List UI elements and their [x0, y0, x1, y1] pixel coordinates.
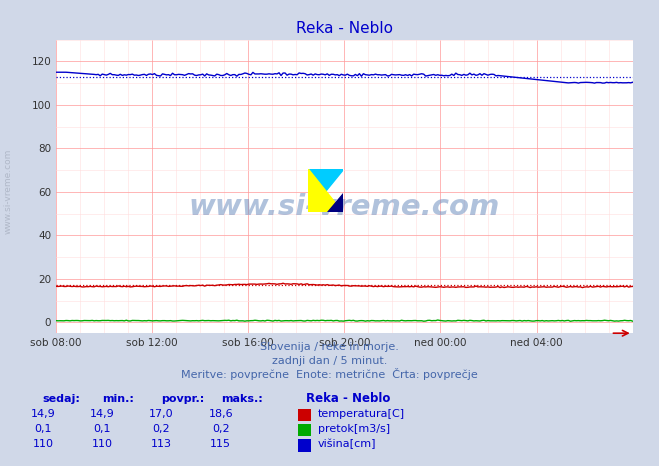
Text: sedaj:: sedaj:: [43, 394, 80, 404]
Text: povpr.:: povpr.:: [161, 394, 205, 404]
Text: maks.:: maks.:: [221, 394, 262, 404]
Text: 115: 115: [210, 439, 231, 449]
Text: min.:: min.:: [102, 394, 134, 404]
Text: 113: 113: [151, 439, 172, 449]
Text: 0,1: 0,1: [34, 424, 51, 434]
Text: temperatura[C]: temperatura[C]: [318, 409, 405, 419]
Text: 0,2: 0,2: [153, 424, 170, 434]
Text: 14,9: 14,9: [30, 409, 55, 419]
Polygon shape: [308, 169, 343, 212]
Text: višina[cm]: višina[cm]: [318, 439, 376, 449]
Polygon shape: [328, 193, 343, 212]
Polygon shape: [308, 169, 343, 212]
Text: 14,9: 14,9: [90, 409, 115, 419]
Text: www.si-vreme.com: www.si-vreme.com: [188, 193, 500, 221]
Text: pretok[m3/s]: pretok[m3/s]: [318, 424, 389, 434]
Text: 17,0: 17,0: [149, 409, 174, 419]
Text: zadnji dan / 5 minut.: zadnji dan / 5 minut.: [272, 356, 387, 366]
Text: Slovenija / reke in morje.: Slovenija / reke in morje.: [260, 343, 399, 352]
Text: Meritve: povprečne  Enote: metrične  Črta: povprečje: Meritve: povprečne Enote: metrične Črta:…: [181, 369, 478, 380]
Text: www.si-vreme.com: www.si-vreme.com: [4, 148, 13, 234]
Text: 0,2: 0,2: [212, 424, 229, 434]
Title: Reka - Neblo: Reka - Neblo: [296, 21, 393, 36]
Text: 110: 110: [92, 439, 113, 449]
Text: 110: 110: [32, 439, 53, 449]
Text: Reka - Neblo: Reka - Neblo: [306, 392, 391, 404]
Text: 0,1: 0,1: [94, 424, 111, 434]
Text: 18,6: 18,6: [208, 409, 233, 419]
